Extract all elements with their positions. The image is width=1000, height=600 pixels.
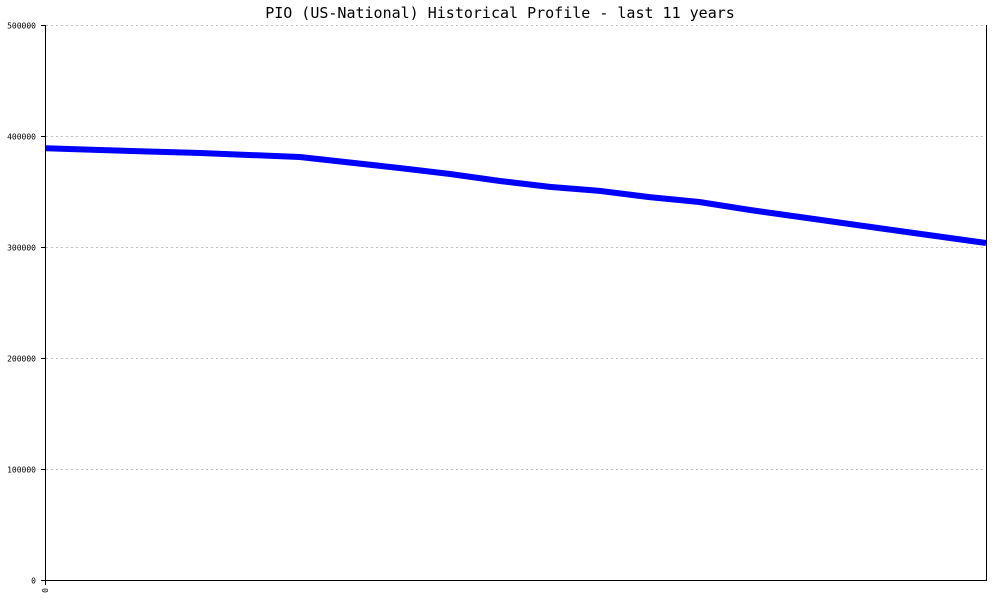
x-tick-label: 0 (41, 588, 50, 593)
chart-title: PIO (US-National) Historical Profile - l… (265, 4, 735, 22)
y-tick-label: 100000 (7, 466, 36, 475)
y-tick-label: 500000 (7, 22, 36, 31)
y-tick-label: 200000 (7, 355, 36, 364)
y-tick-label: 400000 (7, 133, 36, 142)
y-tick-label: 300000 (7, 244, 36, 253)
series-line (45, 145, 987, 246)
y-tick-label: 0 (31, 577, 36, 586)
